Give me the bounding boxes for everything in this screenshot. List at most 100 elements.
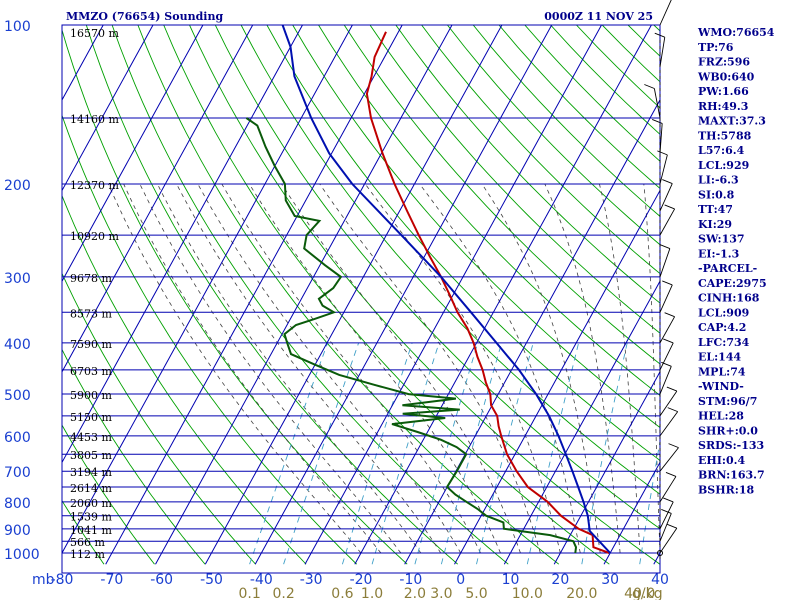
dry-adiabat-line: [292, 25, 660, 429]
wind-barb-feather: [666, 386, 678, 392]
wind-barb-shaft: [659, 183, 673, 212]
mixing-ratio-line: [341, 342, 413, 565]
mixing-ratio-tick-label: 0.6: [331, 586, 353, 600]
temperature-tick-label: -10: [399, 572, 422, 588]
pressure-tick-label: 700: [4, 465, 31, 481]
index-line: PW:1.66: [698, 85, 749, 98]
index-line: BRN:163.7: [698, 469, 765, 482]
isotherm-line: [454, 189, 660, 565]
mixing-ratio-tick-label: 5.0: [465, 586, 487, 600]
dry-adiabat-line: [318, 25, 660, 396]
wind-barb-feather: [663, 497, 674, 503]
mixing-ratio-tick-label: 10.0: [512, 586, 543, 600]
temperature-tick-label: 40: [651, 572, 669, 588]
index-line: HEL:28: [698, 410, 744, 423]
isotherm-line: [62, 25, 254, 373]
chart-title: MMZO (76654) Sounding: [66, 10, 223, 23]
index-line: SRDS:-133: [698, 439, 764, 452]
index-line: LI:-6.3: [698, 174, 739, 187]
isotherm-line: [62, 25, 204, 283]
height-label: 16570 m: [70, 27, 119, 40]
dry-adiabat-line: [189, 25, 660, 565]
index-line: SI:0.8: [698, 188, 735, 201]
wind-barb-shaft: [659, 501, 674, 530]
height-label: 12370 m: [70, 179, 119, 192]
moist-adiabat-line: [197, 183, 462, 554]
isotherm-line: [503, 280, 660, 565]
parcel-profile-line: [281, 25, 611, 554]
index-line: -PARCEL-: [698, 262, 757, 275]
dry-adiabat-line: [421, 25, 660, 275]
temperature-tick-label: 20: [551, 572, 569, 588]
pressure-tick-label: 400: [4, 337, 31, 353]
height-label: 7590 m: [70, 338, 112, 351]
moist-adiabat-line: [544, 183, 621, 554]
height-label: 3194 m: [70, 466, 112, 479]
isotherm-line: [204, 25, 503, 565]
index-line: STM:96/7: [698, 395, 757, 408]
wind-barb-shaft: [659, 37, 666, 67]
pressure-tick-label: 1000: [4, 547, 40, 563]
mixing-ratio-tick-label: 0.1: [239, 586, 261, 600]
wind-barb-shaft: [659, 411, 679, 437]
temperature-tick-label: -50: [200, 572, 223, 588]
mixing-ratio-line: [440, 342, 503, 565]
index-line: TT:47: [698, 203, 733, 216]
pressure-tick-label: 100: [4, 19, 31, 35]
isotherm-line: [304, 25, 603, 565]
moist-adiabat-line: [139, 183, 402, 554]
mixing-ratio-tick-label: 20.0: [566, 586, 597, 600]
mixing-ratio-tick-label: 1.0: [361, 586, 383, 600]
temperature-tick-label: 10: [502, 572, 520, 588]
isotherm-line: [62, 25, 304, 464]
index-line: TH:5788: [698, 129, 752, 142]
wind-barb-feather: [668, 443, 679, 449]
dry-adiabat-line: [111, 25, 509, 565]
index-line: RH:49.3: [698, 100, 748, 113]
wind-barb-feather: [663, 338, 674, 344]
moist-adiabat-line: [643, 183, 660, 554]
moist-adiabat-line: [319, 183, 541, 554]
height-label: 566 m: [70, 536, 105, 549]
moist-adiabat-line: [599, 183, 641, 554]
pressure-tick-label: 500: [4, 388, 31, 404]
dry-adiabat-line: [369, 25, 660, 334]
height-label: 6703 m: [70, 365, 112, 378]
mixing-ratio-line: [476, 342, 534, 565]
height-label: 9678 m: [70, 272, 112, 285]
mixing-ratio-tick-label: 0.2: [272, 586, 294, 600]
mixing-ratio-tick-label: 2.0: [404, 586, 426, 600]
index-line: EI:-1.3: [698, 247, 739, 260]
index-line: BSHR:18: [698, 483, 754, 496]
wind-barb-feather: [661, 509, 672, 514]
dry-adiabat-line: [62, 499, 105, 565]
index-line: SW:137: [698, 233, 745, 246]
pressure-tick-label: 600: [4, 430, 31, 446]
index-line: CAP:4.2: [698, 321, 746, 334]
moist-adiabat-line: [248, 183, 501, 554]
height-label: 10920 m: [70, 230, 119, 243]
height-label: 1539 m: [70, 511, 112, 524]
mixing-ratio-line: [639, 439, 660, 565]
index-line: WB0:640: [697, 70, 755, 83]
isotherm-line: [254, 25, 553, 565]
mixing-ratio-line: [249, 342, 329, 565]
temperature-tick-label: -30: [300, 572, 323, 588]
index-line: LCL:909: [698, 306, 749, 319]
isotherm-line: [105, 25, 403, 565]
temperature-tick-label: -40: [250, 572, 273, 588]
dry-adiabat-line: [137, 25, 560, 565]
index-line: CINH:168: [698, 292, 760, 305]
moist-adiabat-line: [157, 183, 422, 554]
height-label: 2614 m: [70, 482, 112, 495]
wind-barb-shaft: [653, 88, 661, 119]
wind-barb-shaft: [659, 123, 663, 154]
isotherm-line: [603, 461, 660, 565]
wind-barb-feather: [652, 118, 663, 124]
dry-adiabat-line: [62, 348, 206, 565]
pressure-unit-label: mb: [32, 572, 55, 588]
height-label: 5900 m: [70, 389, 112, 402]
index-line: SHR+:0.0: [698, 424, 758, 437]
dry-adiabat-line: [85, 25, 458, 565]
